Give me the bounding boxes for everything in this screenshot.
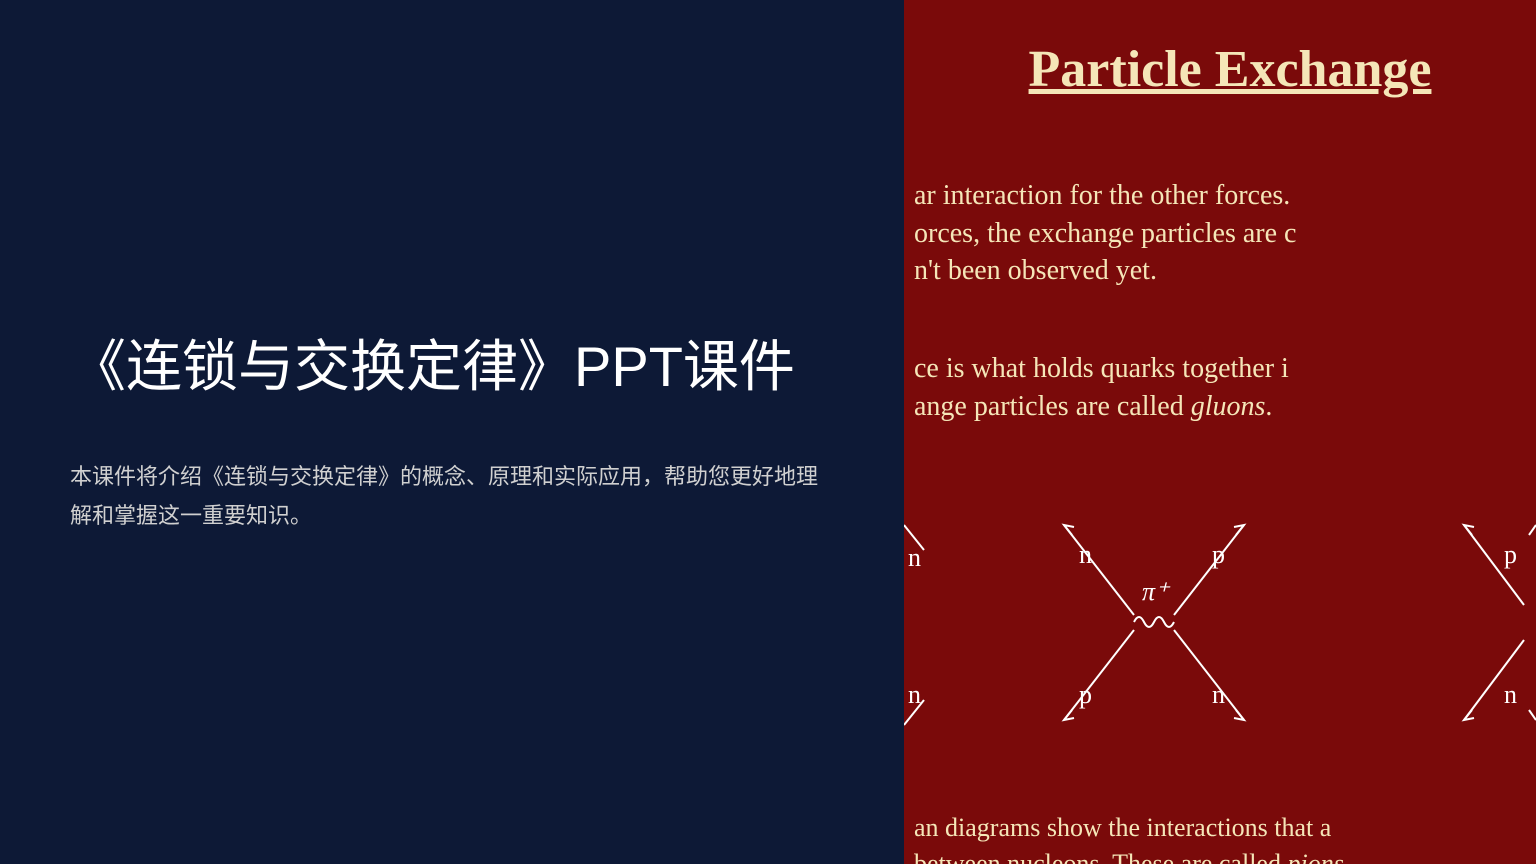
- lbl-d1-bl: p: [1079, 680, 1092, 710]
- right-panel: Particle Exchange ar interaction for the…: [904, 0, 1536, 864]
- lbl-pion: π⁺: [1142, 577, 1169, 607]
- p2l2b: gluons: [1191, 391, 1266, 422]
- right-title: Particle Exchange: [904, 40, 1536, 99]
- p3l2a: between nucleons. These are called: [914, 849, 1287, 864]
- p3l2b: pions: [1287, 849, 1343, 864]
- lbl-d1-tl: n: [1079, 540, 1092, 570]
- p2l1: ce is what holds quarks together i: [914, 353, 1289, 384]
- lbl-edge-top: n: [908, 543, 921, 573]
- p1l1: ar interaction for the other forces.: [914, 180, 1290, 211]
- feynman-diagram: n n n p p n π⁺ p n: [904, 495, 1536, 755]
- lbl-d2-tr: p: [1504, 540, 1517, 570]
- p3l1: an diagrams show the interactions that a: [914, 813, 1331, 842]
- diagram-svg: [904, 495, 1536, 755]
- p2l2a: ange particles are called: [914, 391, 1191, 422]
- lbl-d2-br: n: [1504, 680, 1517, 710]
- p1l2: orces, the exchange particles are c: [914, 218, 1296, 249]
- lbl-d1-tr: p: [1212, 540, 1225, 570]
- p1l3: n't been observed yet.: [914, 255, 1157, 286]
- lbl-d1-br: n: [1212, 680, 1225, 710]
- slide-title: 《连锁与交换定律》PPT课件: [70, 328, 834, 406]
- para-2: ce is what holds quarks together i ange …: [914, 350, 1536, 426]
- right-body-bottom: an diagrams show the interactions that a…: [904, 775, 1536, 864]
- lbl-edge-bot: n: [908, 680, 921, 710]
- slide-subtitle: 本课件将介绍《连锁与交换定律》的概念、原理和实际应用，帮助您更好地理解和掌握这一…: [70, 457, 834, 536]
- right-body: ar interaction for the other forces. orc…: [904, 139, 1536, 485]
- p2l2c: .: [1265, 391, 1272, 422]
- para-1: ar interaction for the other forces. orc…: [914, 177, 1536, 290]
- left-panel: 《连锁与交换定律》PPT课件 本课件将介绍《连锁与交换定律》的概念、原理和实际应…: [0, 0, 904, 864]
